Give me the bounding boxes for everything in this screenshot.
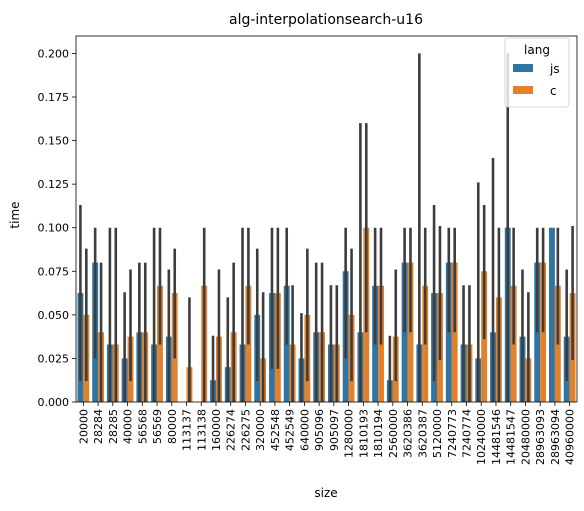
- y-tick-label: 0.100: [38, 222, 70, 235]
- x-tick-label: 14481547: [505, 409, 518, 465]
- x-axis-label: size: [314, 486, 337, 500]
- y-axis: 0.000 0.025 0.050 0.075 0.100 0.125 0.150 0.175…: [38, 47, 76, 409]
- x-tick-label: 56569: [151, 409, 164, 444]
- y-tick-label: 0.000: [38, 396, 70, 409]
- x-tick-label: 452548: [269, 409, 282, 451]
- legend-swatch-js: [513, 64, 533, 72]
- y-tick-label: 0.200: [38, 47, 70, 60]
- x-tick-label: 10240000: [475, 409, 488, 465]
- x-tick-label: 20000: [77, 409, 90, 444]
- x-tick-label: 1280000: [343, 409, 356, 458]
- x-tick-label: 1810193: [357, 409, 370, 458]
- x-tick-label: 40960000: [564, 409, 577, 465]
- x-tick-label: 80000: [166, 409, 179, 444]
- x-tick-label: 7240774: [460, 409, 473, 458]
- x-tick-label: 2560000: [387, 409, 400, 458]
- bar-js: [549, 227, 555, 402]
- x-tick-label: 28284: [92, 409, 105, 444]
- legend: lang js c: [504, 37, 570, 108]
- y-tick-label: 0.025: [38, 352, 70, 365]
- legend-swatch-c: [513, 86, 533, 94]
- chart-title: alg-interpolationsearch-u16: [229, 12, 423, 28]
- x-tick-label: 14481546: [490, 409, 503, 465]
- x-tick-label: 226274: [225, 409, 238, 451]
- x-tick-label: 160000: [210, 409, 223, 451]
- x-tick-label: 40000: [122, 409, 135, 444]
- x-axis: 20000 28284 28285 40000 56568 56569 80000 11313…: [77, 402, 577, 465]
- y-tick-label: 0.125: [38, 178, 70, 191]
- x-tick-label: 905097: [328, 409, 341, 451]
- x-tick-label: 3620387: [416, 409, 429, 458]
- x-tick-label: 113137: [181, 409, 194, 451]
- x-tick-label: 320000: [254, 409, 267, 451]
- x-tick-label: 640000: [298, 409, 311, 451]
- error-bars-layer: [79, 53, 574, 402]
- y-tick-label: 0.075: [38, 265, 70, 278]
- x-tick-label: 7240773: [446, 409, 459, 458]
- x-tick-label: 28963093: [534, 409, 547, 465]
- x-tick-label: 452549: [284, 409, 297, 451]
- y-axis-label: time: [8, 201, 22, 228]
- plot-frame: [75, 35, 578, 403]
- legend-title: lang: [524, 43, 550, 57]
- y-tick-label: 0.150: [38, 135, 70, 148]
- legend-label-c: c: [550, 84, 557, 98]
- x-tick-label: 28285: [107, 409, 120, 444]
- x-tick-label: 226275: [239, 409, 252, 451]
- y-tick-label: 0.175: [38, 91, 70, 104]
- x-tick-label: 5120000: [431, 409, 444, 458]
- x-tick-label: 56568: [136, 409, 149, 444]
- x-tick-label: 1810194: [372, 409, 385, 458]
- x-tick-label: 3620386: [402, 409, 415, 458]
- x-tick-label: 905096: [313, 409, 326, 451]
- x-tick-label: 28963094: [549, 409, 562, 465]
- x-tick-label: 113138: [195, 409, 208, 451]
- y-tick-label: 0.050: [38, 309, 70, 322]
- x-tick-label: 20480000: [519, 409, 532, 465]
- legend-label-js: js: [549, 62, 560, 76]
